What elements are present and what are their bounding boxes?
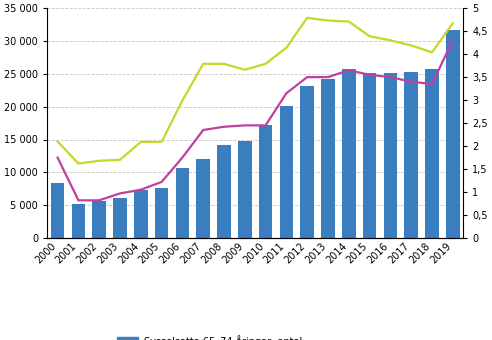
Bar	[259, 125, 273, 238]
Bar	[196, 159, 210, 238]
Bar	[217, 145, 231, 238]
Bar	[404, 72, 418, 238]
Bar	[301, 86, 314, 238]
Bar	[113, 198, 127, 238]
Bar	[92, 201, 106, 238]
Bar	[72, 204, 85, 238]
Bar	[321, 79, 335, 238]
Bar	[51, 184, 64, 238]
Bar	[425, 69, 439, 238]
Legend: Sysselsatta 65–74-åringar, antal, Relativt sysselsättningstal för män, %, Relati: Sysselsatta 65–74-åringar, antal, Relati…	[117, 335, 344, 340]
Bar	[176, 168, 189, 238]
Bar	[363, 72, 376, 238]
Bar	[238, 141, 251, 238]
Bar	[384, 72, 397, 238]
Bar	[279, 106, 293, 238]
Bar	[155, 188, 168, 238]
Bar	[342, 69, 356, 238]
Bar	[134, 190, 148, 238]
Bar	[446, 31, 460, 238]
